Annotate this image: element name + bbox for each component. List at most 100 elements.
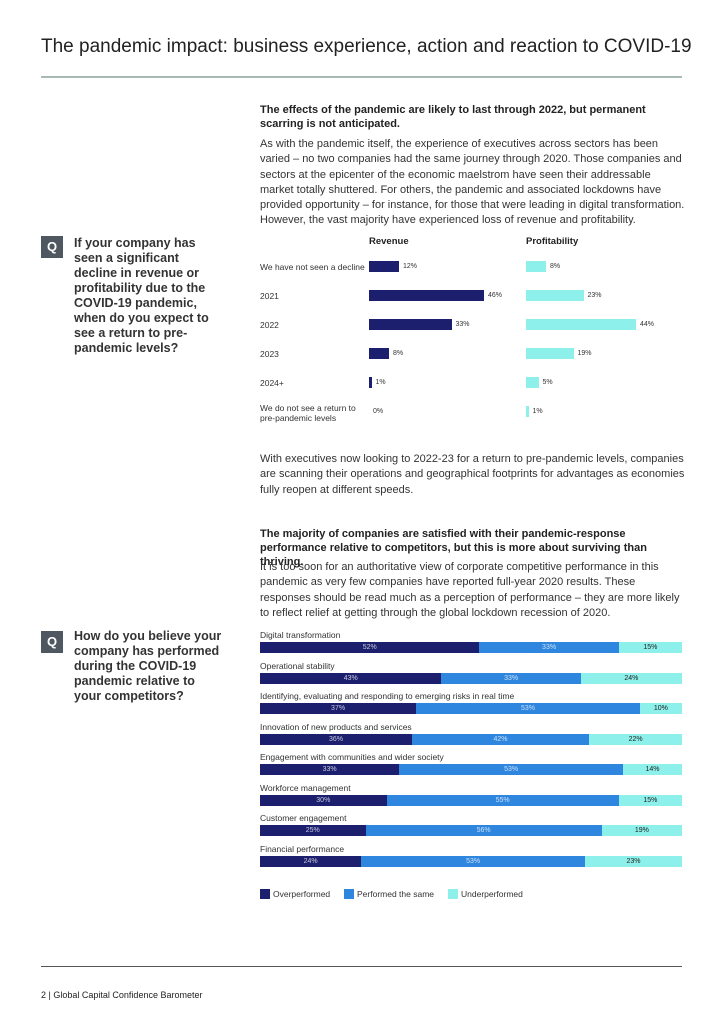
category-label: Operational stability — [260, 660, 335, 671]
category-label: Identifying, evaluating and responding t… — [260, 691, 515, 701]
bar-segment — [260, 733, 412, 745]
bar — [526, 377, 539, 388]
bar — [369, 261, 399, 272]
value-label: 33% — [322, 766, 337, 773]
bar-segment — [416, 703, 640, 714]
category-label: 2021 — [260, 291, 279, 301]
bar — [526, 348, 574, 359]
question-marker: Q — [41, 631, 63, 653]
value-label: 37% — [331, 705, 346, 712]
value-label: 44% — [640, 321, 655, 328]
value-label: 25% — [305, 827, 320, 834]
bar — [369, 290, 484, 301]
bar-segment — [260, 825, 366, 836]
question: How do you believe your company has perf… — [74, 629, 222, 703]
category-label: 2022 — [260, 320, 279, 330]
value-label: 24% — [303, 857, 318, 865]
value-label: 19% — [634, 827, 649, 834]
value-label: 42% — [493, 735, 508, 743]
category-label: Innovation of new products and services — [260, 721, 412, 732]
value-label: 19% — [577, 350, 592, 357]
category-label: Financial performance — [260, 843, 345, 854]
bar — [526, 261, 546, 272]
bar-segment — [399, 764, 623, 775]
footer: 2 | Global Capital Confidence Barometer — [41, 990, 202, 1000]
bar-segment — [584, 855, 682, 867]
bar — [369, 348, 389, 359]
category-label: Engagement with communities and wider so… — [260, 752, 444, 762]
bar-segment — [639, 703, 682, 714]
legend-swatch — [448, 889, 458, 899]
bar-segment — [618, 642, 682, 653]
separator: | — [48, 990, 51, 1000]
legend-swatch — [344, 889, 354, 899]
panel-header: Revenue — [369, 236, 409, 247]
bar-segment — [589, 733, 682, 745]
bar — [526, 406, 529, 417]
value-label: 14% — [645, 766, 660, 773]
section-heading: The majority of companies are satisfied … — [260, 528, 647, 568]
value-label: 8% — [550, 263, 561, 270]
legend-swatch — [260, 889, 270, 899]
bar-segment — [260, 764, 400, 775]
bar — [526, 319, 636, 330]
bar-segment — [260, 642, 480, 653]
bar-segment — [260, 703, 417, 714]
value-label: 46% — [488, 292, 503, 299]
section-heading: The effects of the pandemic are likely t… — [260, 104, 646, 130]
bar-segment — [622, 764, 682, 775]
chart-note: With executives now looking to 2022-23 f… — [260, 453, 685, 496]
value-label: 55% — [495, 796, 510, 804]
bar-segment — [260, 855, 362, 867]
bar-segment — [260, 672, 442, 684]
bar — [369, 319, 452, 330]
value-label: 53% — [520, 705, 535, 712]
bar-segment — [601, 825, 682, 836]
value-label: 56% — [476, 827, 491, 834]
publication: Global Capital Confidence Barometer — [53, 990, 203, 1000]
value-label: 10% — [653, 705, 668, 712]
bar-segment — [386, 794, 619, 806]
value-label: 33% — [542, 644, 557, 651]
category-label: Customer engagement — [260, 813, 347, 823]
category-label: Digital transformation — [260, 630, 341, 640]
category-label: We have not seen a decline — [260, 262, 365, 272]
value-label: 53% — [504, 766, 519, 773]
bar-segment — [361, 855, 585, 867]
value-label: 8% — [393, 350, 404, 357]
value-label: 12% — [403, 263, 418, 270]
value-label: 43% — [343, 674, 358, 682]
bar-segment — [260, 794, 387, 806]
bar-segment — [411, 733, 590, 745]
panel-header: Profitability — [526, 236, 579, 247]
footer-rule — [41, 966, 682, 967]
bar-segment — [580, 672, 682, 684]
section-body: It is too soon for an authoritative view… — [260, 561, 680, 619]
value-label: 1% — [375, 379, 386, 386]
value-label: 52% — [362, 644, 377, 651]
bar-segment — [365, 825, 602, 836]
legend-label: Underperformed — [461, 889, 523, 899]
value-label: 0% — [373, 408, 384, 415]
category-label: We do not see a return to pre-pandemic l… — [260, 403, 356, 423]
value-label: 36% — [328, 735, 343, 743]
value-label: 1% — [532, 408, 543, 415]
bar — [369, 377, 372, 388]
category-label: 2023 — [260, 349, 279, 359]
legend-label: Performed the same — [357, 889, 435, 899]
value-label: 15% — [643, 644, 658, 651]
value-label: 33% — [504, 674, 519, 682]
title-rule — [41, 76, 682, 78]
category-label: 2024+ — [260, 378, 284, 388]
bar-segment — [618, 794, 682, 806]
legend-label: Overperformed — [273, 889, 331, 899]
value-label: 23% — [626, 857, 641, 865]
bar-segment — [479, 642, 619, 653]
value-label: 5% — [542, 379, 553, 386]
category-label: Workforce management — [260, 782, 351, 793]
value-label: 23% — [587, 292, 602, 299]
value-label: 33% — [455, 321, 470, 328]
section-body: As with the pandemic itself, the experie… — [260, 138, 685, 227]
question-marker: Q — [41, 236, 63, 258]
